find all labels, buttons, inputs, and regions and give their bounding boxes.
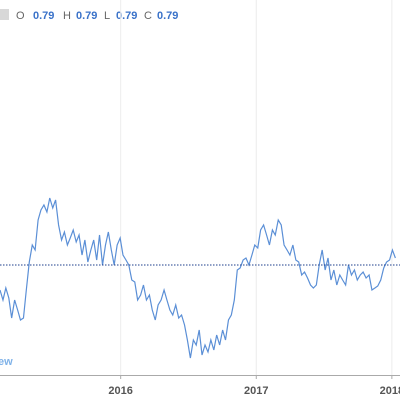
price-line (0, 197, 396, 359)
legend-value: 0.79 (157, 10, 178, 22)
symbol-icon[interactable] (0, 9, 9, 20)
x-tick-label: 2017 (244, 385, 268, 397)
legend-key: O (16, 10, 25, 22)
watermark: ew (0, 356, 13, 368)
legend-key: C (144, 10, 152, 22)
legend-key: L (104, 10, 110, 22)
legend-value: 0.79 (116, 10, 137, 22)
x-tick-label: 2018 (380, 385, 400, 397)
x-tick-label: 2016 (108, 385, 132, 397)
legend-value: 0.79 (76, 10, 97, 22)
legend-key: H (63, 10, 71, 22)
legend-value: 0.79 (33, 10, 54, 22)
ohlc-legend: O 0.79 H 0.79 L 0.79 C 0.79 (16, 10, 178, 22)
